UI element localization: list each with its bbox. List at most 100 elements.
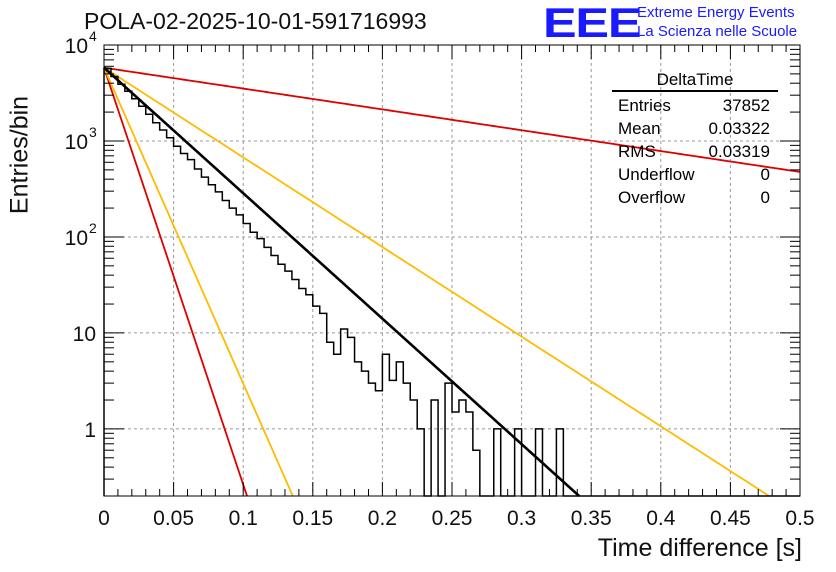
- histogram-bin: [299, 289, 306, 496]
- histogram-bin: [368, 383, 375, 496]
- histogram-bin: [515, 429, 522, 496]
- curve-ref-red-fast: [103, 67, 248, 497]
- histogram-bin: [257, 239, 264, 496]
- histogram-bin: [222, 200, 229, 496]
- y-tick-exponent: 4: [89, 28, 97, 44]
- histogram-bin: [445, 383, 452, 496]
- logo-line2: La Scienza nelle Scuole: [637, 23, 798, 40]
- histogram-bin: [201, 177, 208, 496]
- x-tick-label: 0.15: [292, 507, 333, 530]
- histogram-bin: [431, 400, 438, 496]
- histogram-bin: [146, 114, 153, 496]
- histogram-bin: [473, 450, 480, 496]
- histogram-bin: [410, 400, 417, 496]
- histogram-bin: [320, 313, 327, 496]
- stats-box: DeltaTime Entries 37852 Mean 0.03322 RMS…: [612, 70, 778, 209]
- y-tick-label: 10: [73, 323, 96, 346]
- x-axis-label: Time difference [s]: [597, 534, 802, 562]
- stats-label: Overflow: [618, 188, 686, 207]
- histogram-bin: [181, 154, 188, 496]
- histogram-bin: [355, 362, 362, 496]
- histogram-bin: [396, 362, 403, 496]
- histogram-bin: [292, 280, 299, 496]
- histogram-bin: [417, 429, 424, 496]
- histogram-bin: [389, 380, 396, 496]
- curve-ref-red-slow: [103, 66, 801, 173]
- eee-logo: EEE: [543, 0, 641, 46]
- y-tick-label: 10: [65, 131, 88, 154]
- histogram-bin: [334, 354, 341, 496]
- stats-name: DeltaTime: [612, 70, 778, 92]
- histogram-bin: [327, 342, 334, 496]
- histogram-bin: [466, 412, 473, 496]
- histogram-bin: [215, 192, 222, 496]
- histogram-bin: [236, 215, 243, 496]
- stats-row-rms: RMS 0.03319: [612, 140, 778, 163]
- curve-ref-yellow-fast: [103, 67, 294, 497]
- histogram-bin: [174, 146, 181, 496]
- y-axis-label-wrap: Entries/bin: [0, 96, 40, 214]
- page-title: POLA-02-2025-10-01-591716993: [84, 8, 427, 34]
- curves: [103, 66, 801, 497]
- histogram-bin: [459, 400, 466, 496]
- histogram-bin: [243, 224, 250, 496]
- histogram-bin: [556, 429, 563, 496]
- histogram-bin: [160, 130, 167, 496]
- histogram-bin: [452, 412, 459, 496]
- x-tick-label: 0.25: [432, 507, 473, 530]
- histogram-bin: [494, 429, 501, 496]
- y-tick-label: 10: [65, 35, 88, 58]
- histogram-bin: [348, 337, 355, 496]
- x-tick-label: 0.2: [368, 507, 397, 530]
- x-tick-label: 0.3: [507, 507, 536, 530]
- histogram-bin: [278, 264, 285, 496]
- histogram-bin: [139, 106, 146, 496]
- stats-value: 0.03322: [708, 119, 770, 138]
- stats-row-entries: Entries 37852: [612, 94, 778, 117]
- histogram-bin: [403, 383, 410, 496]
- histogram-bin: [132, 99, 139, 496]
- stats-row-underflow: Underflow 0: [612, 163, 778, 186]
- histogram-bin: [250, 232, 257, 496]
- histogram-bin: [264, 247, 271, 496]
- stats-label: Entries: [618, 96, 671, 115]
- y-tick-label: 10: [65, 227, 88, 250]
- curve-ref-yellow-slow: [103, 66, 770, 497]
- histogram-bin: [167, 138, 174, 496]
- axes: 0 0.05 0.1 0.15 0.2 0.25 0.3 0.35 0.4 0.45 0.5 1 10 1…: [65, 28, 815, 530]
- stats-value: 0.03319: [708, 142, 770, 161]
- histogram-bin: [125, 91, 132, 496]
- histogram-bin: [382, 354, 389, 496]
- stats-row-mean: Mean 0.03322: [612, 117, 778, 140]
- histogram-bin: [118, 84, 125, 496]
- stats-label: Mean: [618, 119, 661, 138]
- x-tick-label: 0.1: [229, 507, 258, 530]
- histogram-bin: [341, 329, 348, 496]
- x-tick-label: 0.05: [153, 507, 194, 530]
- histogram-bin: [306, 295, 313, 496]
- x-tick-label: 0.45: [710, 507, 751, 530]
- histogram-bin: [285, 271, 292, 496]
- histogram-bin: [313, 306, 320, 496]
- histogram-bin: [188, 160, 195, 496]
- histogram-bin: [362, 371, 369, 496]
- curve-fit: [103, 66, 581, 497]
- y-tick-exponent: 2: [89, 220, 97, 236]
- y-axis-label: Entries/bin: [5, 95, 34, 215]
- stats-value: 0: [760, 165, 770, 184]
- histogram-bin: [208, 185, 215, 496]
- x-tick-label: 0.5: [785, 507, 814, 530]
- histogram-bin: [375, 391, 382, 496]
- y-tick-exponent: 3: [89, 124, 97, 140]
- stats-value: 37852: [722, 96, 770, 115]
- stats-value: 0: [760, 188, 770, 207]
- stats-label: Underflow: [618, 165, 695, 184]
- stats-label: RMS: [618, 142, 656, 161]
- histogram-bin: [271, 256, 278, 496]
- x-tick-label: 0: [98, 507, 110, 530]
- stats-row-overflow: Overflow 0: [612, 186, 778, 209]
- x-tick-label: 0.35: [571, 507, 612, 530]
- logo-line1: Extreme Energy Events: [637, 4, 795, 21]
- histogram-bin: [229, 208, 236, 496]
- x-tick-label: 0.4: [646, 507, 676, 530]
